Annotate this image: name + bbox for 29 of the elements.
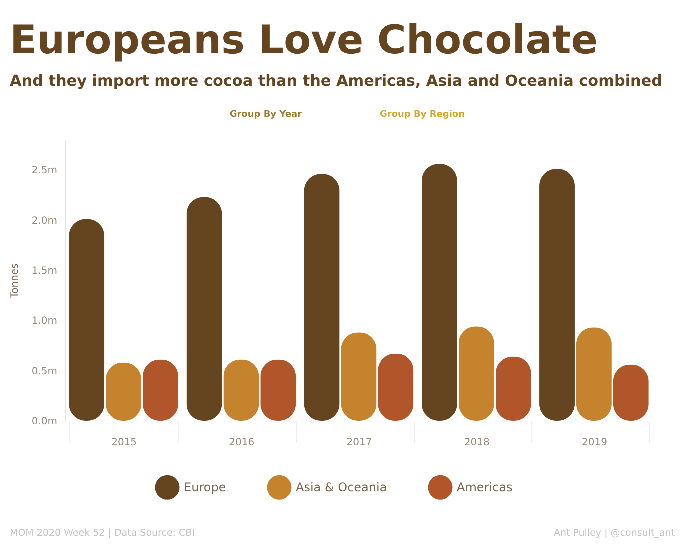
y-tick-label: 0.0m — [32, 416, 58, 428]
x-tick-label: 2015 — [112, 438, 138, 448]
legend-label: Asia & Oceania — [296, 480, 388, 495]
bar — [304, 174, 340, 421]
bar — [341, 332, 377, 421]
bar — [576, 328, 612, 421]
bar — [540, 169, 575, 421]
chart-subtitle: And they import more cocoa than the Americas, Asia and Oceania combined — [10, 72, 663, 90]
x-tick-label: 2017 — [346, 438, 372, 448]
text: Ant Pulley | @consult_ant — [554, 528, 676, 539]
y-tick-label: 1.5m — [32, 266, 58, 277]
y-tick-label: 1.0m — [32, 316, 58, 328]
x-tick-label: 2018 — [464, 438, 490, 448]
text: Group By Year — [230, 110, 303, 120]
bar — [458, 326, 494, 421]
x-tick-label: 2019 — [582, 438, 608, 448]
y-tick-label: 2.5m — [32, 166, 58, 177]
text: MOM 2020 Week 52 | Data Source: CBI — [10, 528, 195, 539]
y-tick-label: 0.5m — [32, 366, 58, 378]
y-tick-label: 2.0m — [32, 216, 58, 227]
bar — [422, 164, 458, 421]
legend-label: Americas — [457, 480, 513, 495]
x-tick-label: 2016 — [229, 438, 255, 448]
legend-label: Europe — [184, 480, 226, 495]
text: Group By Region — [380, 110, 466, 120]
bar — [69, 219, 105, 421]
y-axis-title: Tonnes — [10, 264, 21, 300]
bar — [186, 197, 222, 421]
chart-title: Europeans Love Chocolate — [10, 17, 598, 64]
